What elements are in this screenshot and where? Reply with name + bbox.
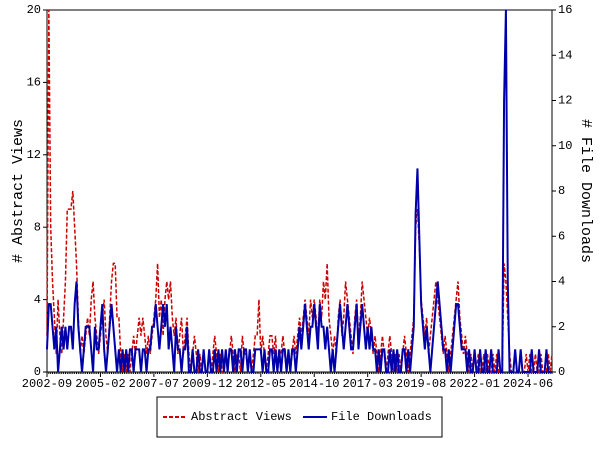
x-tick-label: 2014-10: [289, 377, 339, 391]
series-line: [46, 9, 552, 373]
y2-tick-label: 16: [558, 3, 572, 17]
y-tick-label: 4: [34, 293, 41, 307]
x-tick-label: 2012-05: [236, 377, 286, 391]
y-tick-label: 8: [34, 220, 41, 234]
x-tick-label: 2005-02: [75, 377, 125, 391]
y-tick-label: 12: [27, 148, 41, 162]
legend-label: File Downloads: [331, 410, 432, 424]
x-tick-label: 2022-01: [449, 377, 499, 391]
y2-tick-label: 0: [558, 365, 565, 379]
x-tick-label: 2007-07: [129, 377, 179, 391]
x-tick-label: 2019-08: [396, 377, 446, 391]
y2-tick-label: 10: [558, 139, 572, 153]
legend-label: Abstract Views: [191, 410, 292, 424]
y2-tick-label: 12: [558, 94, 572, 108]
y-tick-label: 16: [27, 76, 41, 90]
y2-tick-label: 6: [558, 229, 565, 243]
y2-tick-label: 8: [558, 184, 565, 198]
x-tick-label: 2002-09: [22, 377, 72, 391]
series-line: [46, 9, 553, 373]
x-tick-label: 2009-12: [182, 377, 232, 391]
y-tick-label: 20: [27, 3, 41, 17]
x-tick-label: 2024-06: [503, 377, 553, 391]
y-tick-label: 0: [34, 365, 41, 379]
y2-tick-label: 4: [558, 275, 565, 289]
y2-axis-label: # File Downloads: [577, 119, 594, 263]
y-axis-label: # Abstract Views: [10, 119, 27, 263]
y2-tick-label: 14: [558, 48, 572, 62]
y2-tick-label: 2: [558, 320, 565, 334]
x-tick-label: 2017-03: [342, 377, 392, 391]
legend-box: [156, 396, 443, 438]
